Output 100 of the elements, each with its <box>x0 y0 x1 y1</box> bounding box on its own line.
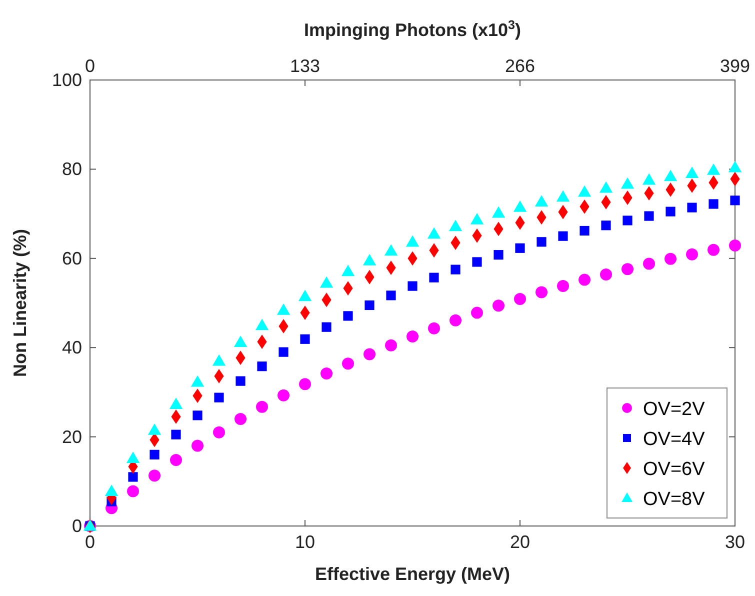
point <box>256 400 268 413</box>
point <box>364 300 374 310</box>
point <box>384 244 398 256</box>
y-tick-label: 60 <box>62 248 82 268</box>
point <box>448 220 462 232</box>
point <box>276 304 290 315</box>
point <box>514 292 526 305</box>
point <box>534 195 548 207</box>
legend-label: OV=4V <box>643 429 706 450</box>
point <box>128 472 138 482</box>
point <box>556 190 570 202</box>
point <box>706 163 720 175</box>
point <box>428 322 440 334</box>
point <box>406 235 420 247</box>
point <box>599 181 613 193</box>
point <box>320 276 334 288</box>
legend-label: OV=8V <box>643 489 706 510</box>
point <box>729 239 741 252</box>
point <box>515 243 525 253</box>
point <box>255 318 269 330</box>
x-tick-label: 30 <box>724 532 746 552</box>
point <box>171 430 181 440</box>
point <box>126 452 140 464</box>
x2-tick-label: 0 <box>84 56 96 76</box>
point <box>536 286 548 298</box>
point <box>234 336 248 348</box>
point <box>730 196 740 206</box>
y-axis-title: Non Linearity (%) <box>10 228 30 378</box>
point <box>322 322 332 332</box>
point <box>622 216 632 226</box>
point <box>558 231 568 241</box>
point <box>708 244 720 256</box>
point <box>472 257 482 267</box>
y-tick-label: 0 <box>72 516 82 536</box>
point <box>320 367 332 380</box>
point <box>708 199 718 209</box>
point <box>408 281 418 291</box>
point <box>104 484 118 496</box>
point <box>300 334 310 344</box>
point <box>580 226 590 236</box>
point <box>600 268 612 280</box>
point <box>299 378 311 390</box>
legend-label: OV=2V <box>643 399 706 420</box>
point <box>386 290 396 300</box>
point <box>278 347 288 357</box>
point <box>127 485 139 498</box>
point <box>192 440 204 452</box>
point <box>190 375 204 387</box>
y-tick-label: 100 <box>52 70 82 90</box>
point <box>298 290 312 302</box>
x2-tick-label: 266 <box>504 56 536 76</box>
point <box>643 258 655 270</box>
point <box>471 306 483 319</box>
point <box>429 272 439 282</box>
point <box>192 410 202 420</box>
x2-tick-label: 399 <box>720 56 750 76</box>
point <box>214 392 224 402</box>
point <box>385 339 397 352</box>
y-tick-label: 40 <box>62 338 82 358</box>
point <box>169 398 183 410</box>
point <box>492 206 506 218</box>
point <box>578 274 590 286</box>
point <box>236 376 246 386</box>
point <box>343 311 353 321</box>
point <box>685 166 699 178</box>
point <box>148 470 160 482</box>
point <box>622 263 634 276</box>
point <box>686 248 698 260</box>
x2-axis-title: Impinging Photons (x10$^{3}$) <box>304 18 522 40</box>
y-tick-label: 80 <box>62 159 82 180</box>
point <box>642 173 656 185</box>
point <box>666 206 676 216</box>
point <box>492 300 504 312</box>
x-tick-label: 20 <box>510 532 530 552</box>
point <box>450 264 460 274</box>
point <box>687 202 697 212</box>
point <box>257 362 267 372</box>
point <box>212 354 226 366</box>
point <box>494 250 504 260</box>
point <box>644 211 654 221</box>
point <box>470 213 484 224</box>
x-axis-title: Effective Energy (MeV) <box>314 564 510 584</box>
point <box>406 330 418 342</box>
point <box>341 264 355 276</box>
point <box>664 252 676 265</box>
x2-tick-label: 133 <box>290 56 320 76</box>
point <box>234 412 246 425</box>
point <box>213 426 225 438</box>
point <box>427 227 441 239</box>
point <box>150 450 160 460</box>
point <box>557 280 569 292</box>
y-tick-label: 20 <box>62 426 82 447</box>
point <box>513 200 527 212</box>
point <box>536 237 546 247</box>
point <box>728 160 742 172</box>
x-tick-label: 0 <box>84 532 96 552</box>
point <box>578 185 592 197</box>
point <box>362 254 376 266</box>
point <box>620 177 634 189</box>
point <box>664 170 678 182</box>
